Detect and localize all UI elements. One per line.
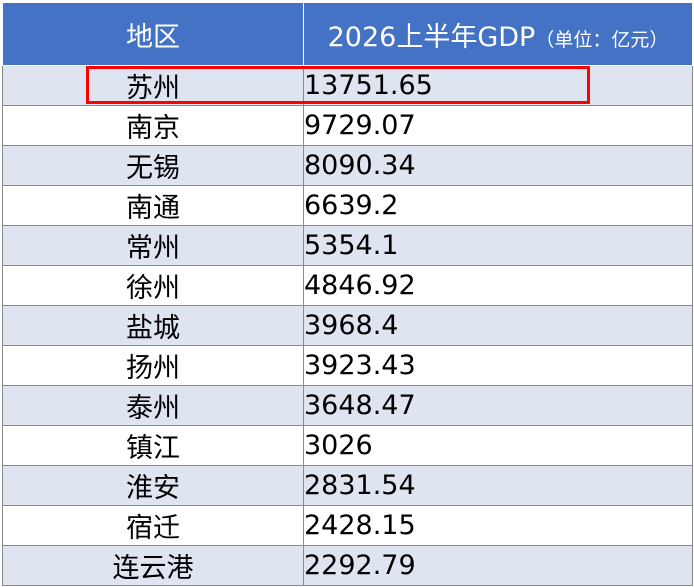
region-cell: 扬州 bbox=[2, 345, 304, 386]
gdp-value-cell: 3026 bbox=[303, 425, 693, 466]
region-cell: 盐城 bbox=[2, 305, 304, 346]
table-row: 常州 5354.1 bbox=[2, 225, 693, 266]
gdp-value-cell: 6639.2 bbox=[303, 185, 693, 226]
region-cell: 南京 bbox=[2, 105, 304, 146]
gdp-value-cell: 8090.34 bbox=[303, 145, 693, 186]
table-row: 南通 6639.2 bbox=[2, 185, 693, 226]
table-row: 泰州 3648.47 bbox=[2, 385, 693, 426]
region-cell: 淮安 bbox=[2, 465, 304, 506]
table-row: 南京 9729.07 bbox=[2, 105, 693, 146]
region-cell: 南通 bbox=[2, 185, 304, 226]
header-gdp-unit: （单位：亿元） bbox=[535, 28, 669, 51]
gdp-value-cell: 3923.43 bbox=[303, 345, 693, 386]
region-cell: 镇江 bbox=[2, 425, 304, 466]
region-cell: 泰州 bbox=[2, 385, 304, 426]
region-cell: 宿迁 bbox=[2, 505, 304, 546]
region-cell: 无锡 bbox=[2, 145, 304, 186]
table-row: 苏州 13751.65 bbox=[2, 65, 693, 106]
region-cell: 连云港 bbox=[2, 545, 304, 586]
table-row: 盐城 3968.4 bbox=[2, 305, 693, 346]
gdp-value-cell: 3648.47 bbox=[303, 385, 693, 426]
gdp-value-cell: 2292.79 bbox=[303, 545, 693, 586]
header-gdp-label: 2026上半年GDP bbox=[327, 21, 536, 53]
header-gdp: 2026上半年GDP（单位：亿元） bbox=[303, 2, 693, 66]
region-cell: 徐州 bbox=[2, 265, 304, 306]
gdp-value-cell: 13751.65 bbox=[303, 65, 693, 106]
region-cell: 常州 bbox=[2, 225, 304, 266]
gdp-value-cell: 2831.54 bbox=[303, 465, 693, 506]
table-row: 扬州 3923.43 bbox=[2, 345, 693, 386]
table-row: 无锡 8090.34 bbox=[2, 145, 693, 186]
gdp-value-cell: 3968.4 bbox=[303, 305, 693, 346]
header-region: 地区 bbox=[2, 2, 304, 66]
table-row: 淮安 2831.54 bbox=[2, 465, 693, 506]
table-row: 徐州 4846.92 bbox=[2, 265, 693, 306]
region-cell: 苏州 bbox=[2, 65, 304, 106]
table-row: 连云港 2292.79 bbox=[2, 545, 693, 586]
gdp-value-cell: 2428.15 bbox=[303, 505, 693, 546]
table-row: 镇江 3026 bbox=[2, 425, 693, 466]
gdp-value-cell: 5354.1 bbox=[303, 225, 693, 266]
header-row: 地区 2026上半年GDP（单位：亿元） bbox=[2, 2, 693, 66]
gdp-value-cell: 9729.07 bbox=[303, 105, 693, 146]
table-row: 宿迁 2428.15 bbox=[2, 505, 693, 546]
gdp-value-cell: 4846.92 bbox=[303, 265, 693, 306]
